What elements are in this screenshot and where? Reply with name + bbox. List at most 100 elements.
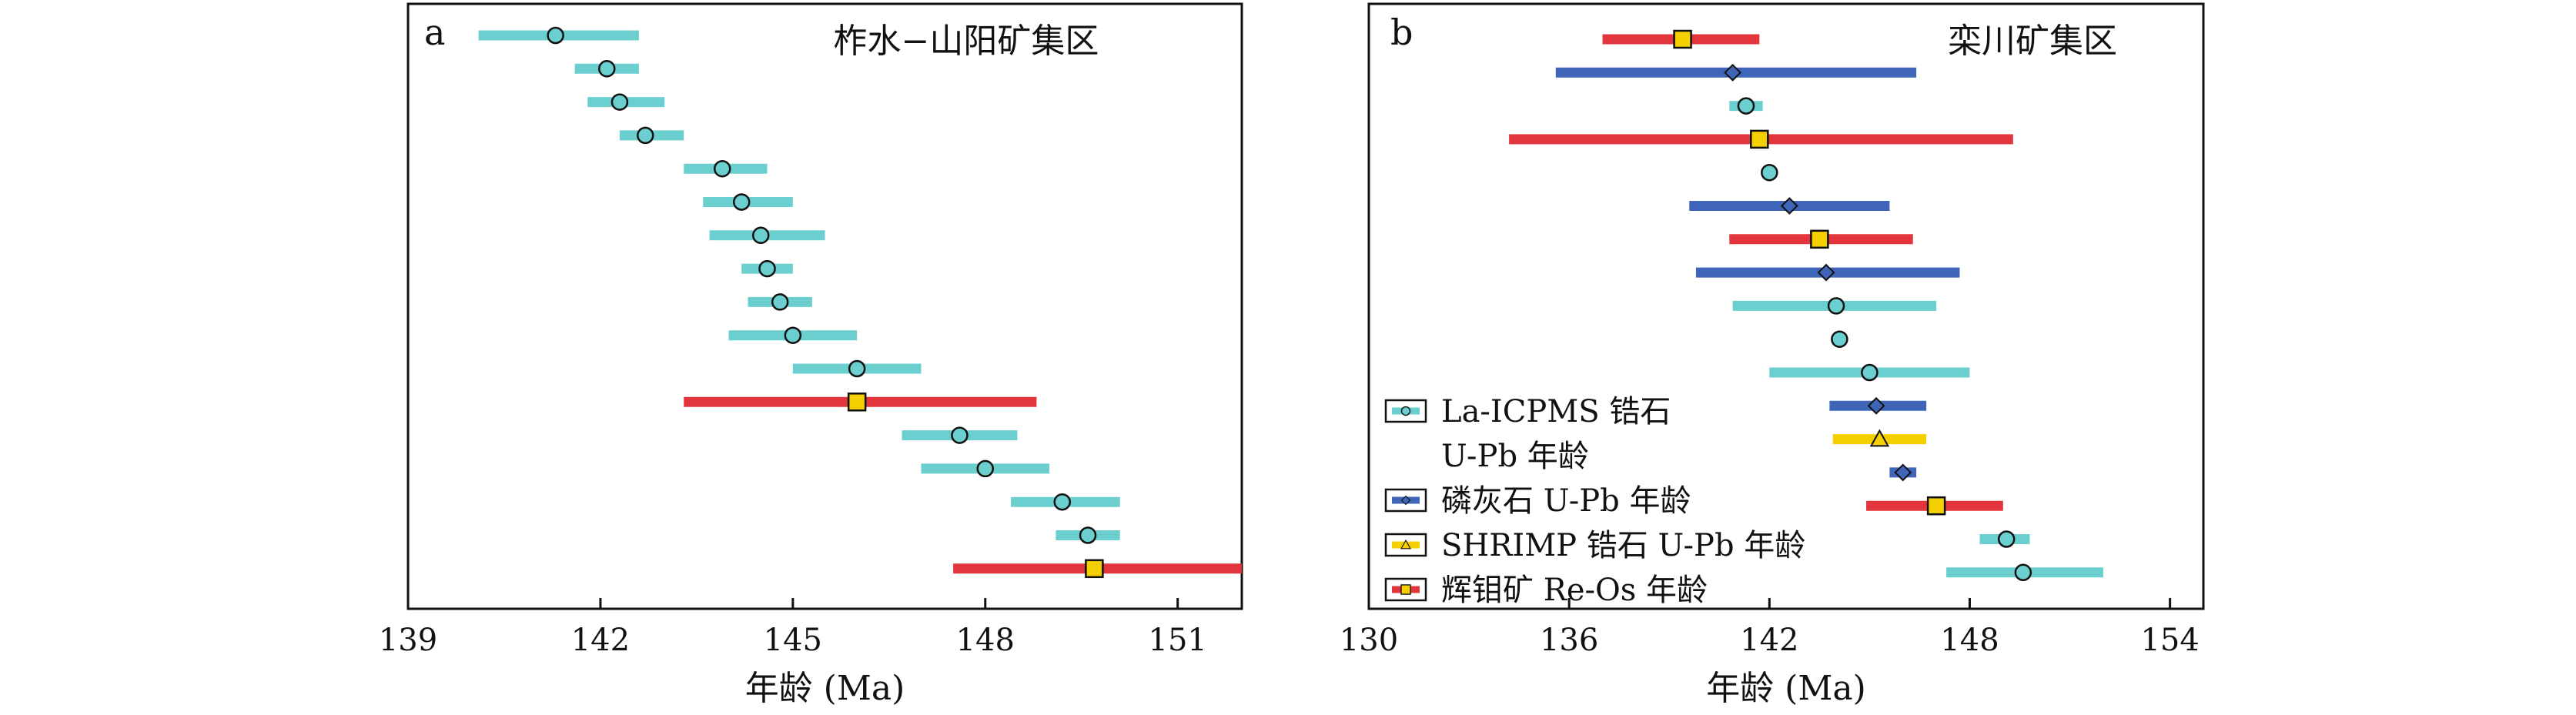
zircon-marker: [1761, 163, 1778, 182]
data-row-zircon: [1729, 97, 1763, 115]
legend-label: La-ICPMS 锆石: [1441, 394, 1671, 429]
panel-title: 柞水−山阳矿集区: [834, 22, 1099, 61]
x-tick-label: 145: [764, 623, 822, 658]
data-row-zircon: [1946, 563, 2103, 582]
zircon-marker: [636, 126, 654, 145]
data-row-zircon: [728, 326, 858, 344]
data-row-molybdenite: [1602, 29, 1760, 49]
zircon-marker: [598, 60, 616, 78]
data-row-zircon: [1055, 526, 1120, 544]
zircon-marker: [751, 226, 770, 245]
panel-label: a: [424, 12, 445, 53]
data-row-apatite: [1555, 63, 1917, 82]
zircon-marker: [1831, 330, 1848, 348]
data-row-molybdenite: [1729, 229, 1913, 249]
legend-item-apatite: 磷灰石 U-Pb 年龄: [1384, 483, 1691, 519]
zircon-marker: [611, 93, 629, 111]
data-row-zircon: [684, 159, 768, 178]
apatite-marker: [1867, 396, 1885, 415]
plot-frame: [1367, 2, 2205, 610]
zircon-marker: [1400, 406, 1411, 416]
molybdenite-marker: [1810, 229, 1829, 249]
shrimp-marker: [1400, 539, 1411, 550]
legend-label: 辉钼矿 Re-Os 年龄: [1441, 573, 1708, 608]
data-row-molybdenite: [1509, 129, 2013, 149]
molybdenite-marker: [1926, 496, 1946, 516]
plot-frame: [406, 2, 1243, 610]
panel-b-luanchuan: 130 136 142 148 154 年龄 (Ma) b 栾川矿集区 La-ICPMS 锆石 U…: [1340, 2, 2205, 708]
zircon-marker: [758, 259, 776, 278]
molybdenite-marker: [1085, 559, 1104, 579]
legend-item-molybdenite: 辉钼矿 Re-Os 年龄: [1384, 573, 1708, 608]
data-row-zircon: [792, 359, 922, 378]
apatite-marker: [1894, 463, 1912, 482]
apatite-marker: [1400, 495, 1411, 506]
zircon-marker: [713, 159, 731, 178]
data-row-zircon: [574, 60, 639, 78]
zircon-marker: [1861, 363, 1878, 382]
zircon-marker: [1737, 97, 1755, 115]
zircon-marker: [732, 193, 751, 211]
data-row-zircon: [1732, 297, 1937, 315]
zircon-marker: [1079, 526, 1097, 544]
data-row-shrimp: [1832, 429, 1927, 447]
data-row-zircon: [902, 426, 1018, 444]
panel-title: 栾川矿集区: [1948, 22, 2117, 61]
x-axis-label: 年龄 (Ma): [745, 669, 905, 708]
molybdenite-marker: [1673, 29, 1692, 49]
molybdenite-marker: [1400, 584, 1411, 595]
data-row-apatite: [1829, 396, 1927, 415]
zircon-marker: [771, 293, 789, 311]
data-row-zircon: [587, 93, 665, 111]
legend-label: SHRIMP 锆石 U-Pb 年龄: [1441, 528, 1805, 563]
data-row-zircon: [921, 459, 1050, 478]
x-tick-label: 148: [956, 623, 1015, 658]
molybdenite-marker: [1750, 129, 1769, 149]
x-axis-label: 年龄 (Ma): [1706, 669, 1866, 708]
zircon-marker: [784, 326, 802, 344]
data-row-zircon: [1011, 493, 1120, 511]
molybdenite-marker: [847, 393, 867, 412]
shrimp-marker: [1869, 429, 1890, 447]
legend-label: U-Pb 年龄: [1441, 439, 1589, 474]
data-row-molybdenite: [953, 559, 1242, 579]
data-row-zircon: [709, 226, 825, 245]
zircon-marker: [1827, 297, 1845, 315]
legend-item-zircon: La-ICPMS 锆石 U-Pb 年龄: [1384, 394, 1671, 474]
legend-item-shrimp: SHRIMP 锆石 U-Pb 年龄: [1384, 528, 1805, 563]
data-row-zircon: [741, 259, 793, 278]
zircon-marker: [848, 359, 866, 378]
zircon-marker: [1053, 493, 1071, 511]
data-row-apatite: [1689, 197, 1890, 215]
zircon-marker: [976, 459, 995, 478]
apatite-marker: [1817, 263, 1835, 282]
panel-label: b: [1390, 12, 1413, 53]
data-row-zircon: [1769, 363, 1970, 382]
zircon-marker: [1997, 530, 2016, 548]
x-tick-label: 136: [1540, 623, 1598, 658]
x-tick-label: 148: [1940, 623, 1999, 658]
panel-a-zashui-shanyang: 139 142 145 148 151 年龄 (Ma) a 柞水−山阳矿集区: [379, 2, 1243, 708]
apatite-marker: [1780, 197, 1798, 215]
data-row-zircon: [703, 193, 793, 211]
x-tick-label: 151: [1149, 623, 1207, 658]
x-tick-label: 142: [571, 623, 630, 658]
data-row-apatite: [1695, 263, 1960, 282]
x-tick-label: 139: [379, 623, 437, 658]
x-tick-label: 130: [1340, 623, 1398, 658]
data-row-molybdenite: [684, 393, 1037, 412]
data-row-zircon: [1979, 530, 2030, 548]
x-tick-label: 142: [1740, 623, 1798, 658]
data-row-molybdenite: [1866, 496, 2003, 516]
legend-label: 磷灰石 U-Pb 年龄: [1441, 483, 1691, 519]
data-row-apatite: [1889, 463, 1917, 482]
data-row-zircon: [1831, 330, 1848, 348]
x-tick-label: 154: [2140, 623, 2199, 658]
zircon-marker: [547, 26, 564, 45]
data-row-zircon: [1761, 163, 1778, 182]
data-row-zircon: [619, 126, 684, 145]
zircon-marker: [951, 426, 969, 444]
apatite-marker: [1724, 63, 1742, 82]
